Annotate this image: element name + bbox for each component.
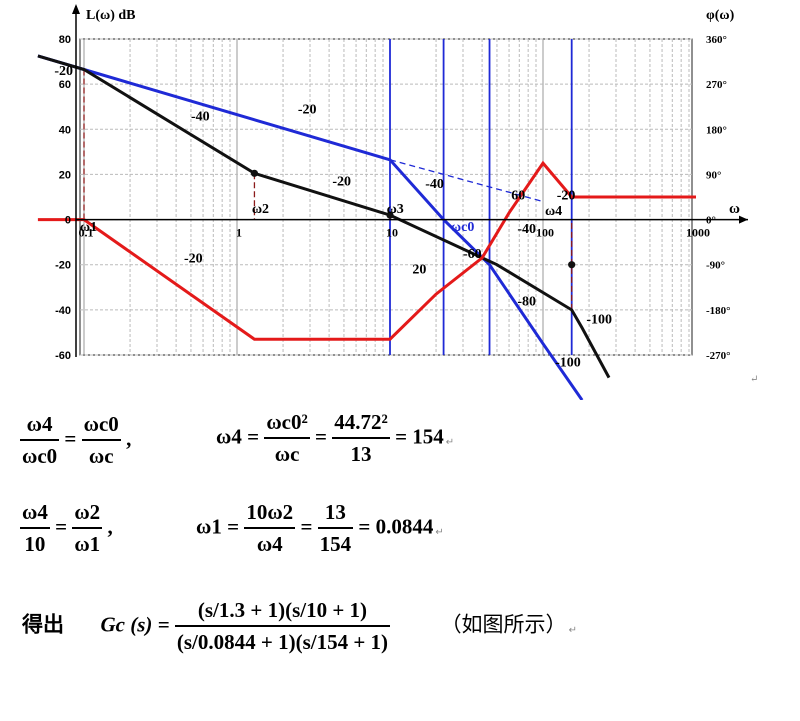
- eq5-num-part1: (s/1.3 + 1): [197, 598, 286, 622]
- phase-tick-label: 90°: [706, 169, 721, 181]
- phase-tick-label: -90°: [706, 260, 725, 272]
- eq1-comma: ,: [126, 426, 132, 451]
- annotation-label: -100: [555, 355, 581, 370]
- equation-ratio-omega4: ω4 ωc0 = ωc0 ωc ,: [20, 412, 132, 468]
- phase-tick-label: 360°: [706, 34, 727, 46]
- y-tick-label: -40: [55, 305, 71, 317]
- curves: [37, 54, 696, 400]
- return-mark: ↵: [445, 437, 455, 449]
- phase-tick-label: -270°: [706, 350, 731, 362]
- eq1-lhs-den: ωc0: [22, 444, 58, 468]
- x-axis-label: ω: [729, 201, 740, 217]
- y-tick-label: 80: [59, 34, 71, 46]
- y-tick-label: -20: [55, 260, 71, 272]
- eq5-den-part1: (s/0.0844 + 1): [176, 630, 296, 654]
- annotation-label: ω1: [80, 220, 97, 235]
- x-tick-label: 0.1: [79, 226, 94, 240]
- annotation-label: -20: [184, 251, 203, 266]
- axes: [72, 4, 748, 357]
- annotation-label: 20: [412, 263, 426, 278]
- x-axis-arrow: [739, 215, 748, 224]
- equation-omega4-value: ω4 = ωc0² ωc = 44.72² 13 = 154 ↵: [216, 410, 455, 466]
- annotation-label: -100: [586, 312, 612, 327]
- eq5-note: （如图所示）: [440, 612, 567, 637]
- annotation-label: -20: [54, 64, 73, 79]
- annotation-label: -40: [517, 222, 536, 237]
- eq5-lhs: Gc (s) =: [100, 612, 170, 637]
- annotation-label: -40: [191, 109, 210, 124]
- eq3-comma: ,: [107, 514, 113, 539]
- eq4-result: = 0.0844: [358, 514, 434, 539]
- equation-ratio-omega2: ω4 10 = ω2 ω1 ,: [20, 500, 113, 556]
- annotation-label: -80: [517, 294, 536, 309]
- left-axis-label: L(ω) dB: [86, 8, 136, 23]
- eq5-num-part2: (s/10 + 1): [285, 598, 368, 622]
- y-tick-label: 0: [65, 215, 71, 227]
- y-axis-arrow: [72, 4, 80, 14]
- eq4-f2-num: 13: [317, 500, 354, 529]
- dashed-asymptote: [389, 159, 544, 203]
- eq3-rhs-num: ω2: [72, 500, 103, 529]
- eq2-f2-num: 44.72²: [332, 410, 390, 439]
- tick-labels: 0.1 1 10 100 1000 80 60 40 20 0 -20 -40 -60 360° 270° 1…: [55, 34, 730, 362]
- breakpoint-marker: [568, 261, 576, 269]
- series-line-2: [37, 160, 696, 341]
- breakpoint-marker: [250, 169, 259, 177]
- eq4-f2-den: 154: [319, 532, 352, 556]
- x-tick-label: 100: [536, 226, 554, 240]
- annotation-label: -40: [425, 177, 444, 192]
- equation-transfer-function: 得出 Gc (s) = (s/1.3 + 1)(s/10 + 1) (s/0.0…: [22, 598, 577, 655]
- eq3-lhs-num: ω4: [20, 500, 50, 529]
- annotation-label: ω3: [387, 202, 404, 217]
- y-tick-label: -60: [55, 350, 71, 362]
- phase-tick-label: -180°: [706, 305, 731, 317]
- eq5-den-part2: (s/154 + 1): [295, 630, 389, 654]
- annotation-label: ω2: [252, 202, 269, 217]
- eq1-lhs-num: ω4: [20, 412, 60, 441]
- series-line-1: [37, 54, 611, 379]
- phase-tick-label: 180°: [706, 124, 727, 136]
- right-axis-label: φ(ω): [706, 8, 735, 23]
- eq2-f2-den: 13: [350, 442, 372, 466]
- breakpoint-marker: [386, 211, 394, 219]
- eq5-prefix: 得出: [22, 612, 64, 637]
- eq4-f1-num: 10ω2: [244, 500, 296, 529]
- eq3-lhs-den: 10: [24, 532, 46, 556]
- x-tick-label: 1: [236, 226, 242, 240]
- annotation-label: -60: [463, 247, 482, 262]
- vertical-reference-lines: [389, 39, 573, 355]
- annotation-label: 60: [511, 188, 525, 203]
- eq2-f1-den: ωc: [274, 442, 300, 466]
- eq1-rhs-num: ωc0: [81, 412, 121, 441]
- y-tick-label: 20: [59, 169, 71, 181]
- eq4-lhs: ω1 =: [196, 514, 240, 539]
- return-mark: ↵: [750, 374, 758, 385]
- return-mark: ↵: [435, 527, 444, 539]
- eq2-result: = 154: [395, 424, 444, 449]
- phase-tick-label: 270°: [706, 79, 727, 91]
- eq4-f1-den: ω4: [256, 532, 283, 556]
- annotation-label: -20: [332, 175, 351, 190]
- y-tick-label: 60: [59, 79, 71, 91]
- x-tick-label: 1000: [686, 226, 710, 240]
- equation-omega1-value: ω1 = 10ω2 ω4 = 13 154 = 0.0844 ↵: [196, 500, 444, 556]
- eq1-rhs-den: ωc: [88, 444, 114, 468]
- annotation-label: ω4: [545, 204, 562, 219]
- annotation-label: -20: [557, 188, 576, 203]
- x-tick-label: 10: [386, 226, 398, 240]
- y-tick-label: 40: [59, 124, 71, 136]
- phase-tick-label: 0°: [706, 215, 716, 227]
- annotation-label: ωc0: [451, 220, 474, 235]
- eq3-rhs-den: ω1: [74, 532, 101, 556]
- eq2-lhs: ω4 =: [216, 424, 260, 449]
- eq2-f1-num: ωc0²: [264, 410, 310, 439]
- eq5-fraction: (s/1.3 + 1)(s/10 + 1) (s/0.0844 + 1)(s/1…: [174, 598, 391, 655]
- annotation-label: -20: [298, 102, 317, 117]
- bode-diagram: 0.1 1 10 100 1000 80 60 40 20 0 -20 -40 -60 360° 270° 1…: [37, 4, 758, 400]
- return-mark: ↵: [568, 625, 577, 637]
